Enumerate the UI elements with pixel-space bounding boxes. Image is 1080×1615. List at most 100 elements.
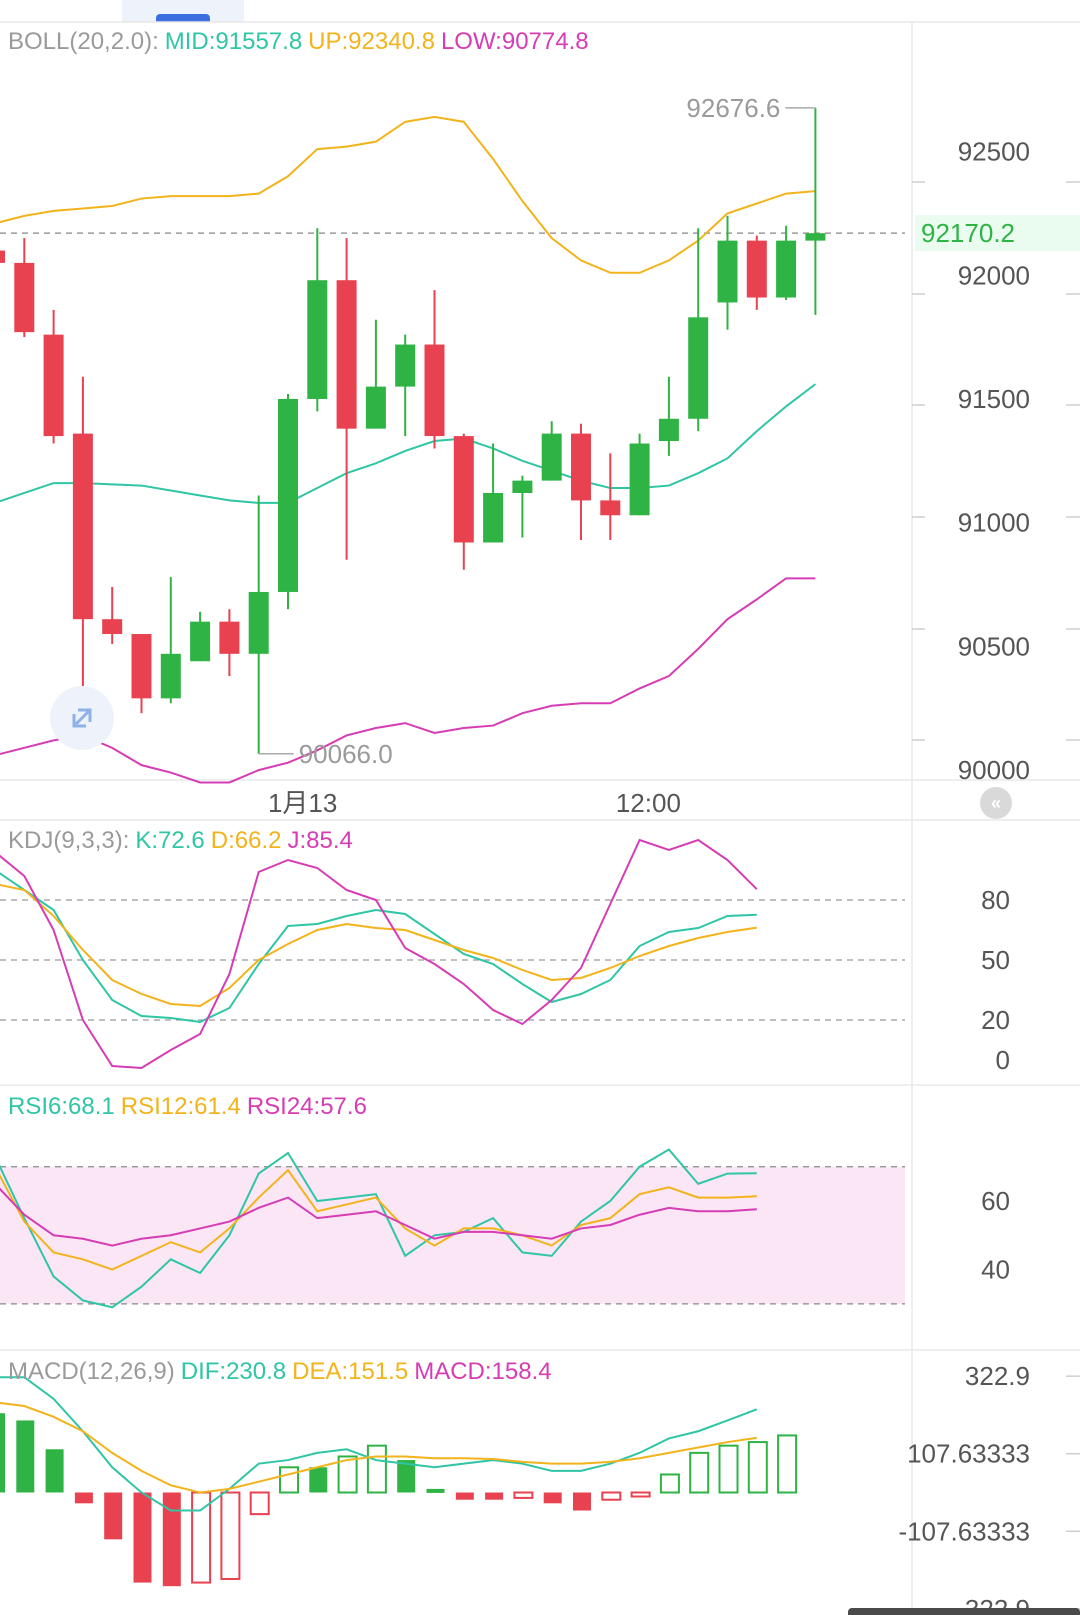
macd-histogram-bar — [485, 1492, 504, 1500]
max-price-label: 92676.6 — [686, 93, 780, 123]
price-axis-tick-label: 91000 — [958, 508, 1030, 538]
macd-line-dif — [0, 1376, 758, 1512]
boll-legend: BOLL(20,2.0): MID:91557.8 UP:92340.8 LOW:90… — [8, 28, 595, 56]
price-axis-tick-label: 90500 — [958, 631, 1030, 661]
candle-body — [307, 280, 328, 399]
candle-body — [629, 443, 650, 516]
macd-histogram-bar — [777, 1434, 798, 1494]
candle-body — [43, 334, 64, 437]
macd-dif-value: DIF:230.8 — [180, 1358, 287, 1385]
collapse-indicators-button[interactable]: « — [980, 787, 1012, 819]
rsi24-value: RSI24:57.6 — [246, 1093, 367, 1120]
macd-axis-tick-label: 322.9 — [965, 1361, 1030, 1391]
kdj-line-j — [0, 838, 758, 1070]
kdj-axis-tick-label: 80 — [981, 885, 1010, 915]
macd-legend: MACD(12,26,9) DIF:230.8 DEA:151.5 MACD:158.… — [8, 1358, 558, 1386]
price-axis-tick-label: 92500 — [958, 137, 1030, 167]
macd-histogram-bar — [573, 1492, 591, 1511]
candle-body — [219, 621, 240, 654]
kdj-line-d — [0, 884, 757, 1008]
macd-label: MACD(12,26,9) — [8, 1358, 175, 1385]
last-price-label: 92170.2 — [921, 218, 1015, 248]
macd-macd-value: MACD:158.4 — [414, 1358, 552, 1385]
candle-body — [571, 433, 591, 501]
macd-histogram-bar — [543, 1492, 562, 1504]
expand-icon — [72, 708, 92, 728]
kdj-axis-tick-label: 50 — [981, 945, 1010, 975]
macd-histogram-bar — [279, 1466, 299, 1494]
boll-mid-value: MID:91557.8 — [164, 28, 303, 55]
rsi-line-rsi12 — [0, 1168, 757, 1271]
macd-histogram-bar — [630, 1491, 651, 1498]
price-axis-tick-label: 91500 — [958, 384, 1030, 414]
rsi-axis-tick-label: 60 — [981, 1186, 1010, 1216]
timeframe-tab[interactable] — [122, 0, 244, 22]
macd-histogram-bar — [249, 1491, 270, 1516]
candle-body — [365, 386, 386, 429]
candle-body — [717, 240, 738, 303]
macd-histogram-bar — [747, 1441, 768, 1494]
macd-histogram-bar — [397, 1460, 416, 1493]
macd-histogram-bar — [16, 1420, 35, 1493]
kdj-d-value: D:66.2 — [210, 827, 282, 854]
candle-body — [424, 344, 445, 437]
boll-up-value: UP:92340.8 — [308, 28, 435, 55]
candle-body — [190, 621, 211, 662]
kdj-j-value: J:85.4 — [287, 827, 353, 854]
candle-body — [14, 262, 35, 333]
macd-histogram-bar — [337, 1455, 358, 1494]
candle-body — [658, 418, 679, 442]
candle-body — [688, 317, 709, 419]
macd-histogram-bar — [74, 1492, 93, 1504]
rsi6-value: RSI6:68.1 — [8, 1093, 115, 1120]
boll-upper-band — [0, 115, 816, 274]
kdj-legend: KDJ(9,3,3): K:72.6 D:66.2 J:85.4 — [8, 827, 359, 855]
macd-line-dea — [0, 1402, 757, 1494]
price-axis-tick-label: 90000 — [958, 755, 1030, 785]
candle-body — [776, 240, 797, 298]
boll-label: BOLL(20,2.0): — [8, 28, 159, 55]
expand-chart-button[interactable] — [50, 686, 114, 750]
rsi-legend: RSI6:68.1 RSI12:61.4 RSI24:57.6 — [8, 1093, 373, 1121]
candle-body — [248, 591, 269, 654]
candle-body — [102, 619, 123, 635]
last-price-tag — [915, 215, 1080, 252]
time-axis-label: 12:00 — [616, 788, 681, 818]
macd-histogram-bar — [659, 1473, 680, 1494]
bottom-sheet-handle[interactable] — [848, 1608, 1080, 1615]
time-axis-label: 1月13 — [268, 788, 337, 818]
candle-body — [746, 240, 767, 298]
candle-body — [805, 233, 826, 241]
macd-axis-tick-label: -107.63333 — [898, 1516, 1030, 1546]
kdj-label: KDJ(9,3,3): — [8, 827, 130, 854]
macd-histogram-bar — [426, 1488, 445, 1493]
min-price-label: 90066.0 — [299, 739, 393, 769]
kdj-axis-tick-label: 20 — [981, 1005, 1010, 1035]
macd-histogram-bar — [309, 1467, 328, 1493]
candle-body — [160, 653, 181, 699]
kdj-k-value: K:72.6 — [135, 827, 205, 854]
candle-body — [483, 492, 504, 543]
boll-lower-band — [0, 577, 816, 784]
boll-middle-band — [0, 383, 817, 504]
rsi-line-rsi6 — [0, 1148, 757, 1309]
rsi-axis-tick-label: 40 — [981, 1255, 1010, 1285]
macd-histogram-bar — [45, 1449, 64, 1493]
timeframe-tab-indicator — [156, 14, 210, 22]
macd-histogram-bar — [718, 1444, 739, 1494]
macd-axis-tick-label: 107.63333 — [907, 1439, 1030, 1469]
candle-body — [453, 436, 474, 543]
candle-body — [600, 500, 621, 516]
macd-dea-value: DEA:151.5 — [292, 1358, 409, 1385]
candle-body — [336, 280, 357, 429]
candle-body — [541, 433, 562, 481]
kdj-axis-tick-label: 0 — [996, 1045, 1010, 1075]
kdj-line-k — [0, 872, 757, 1024]
rsi12-value: RSI12:61.4 — [120, 1093, 241, 1120]
candle-body — [278, 398, 298, 592]
macd-histogram-bar — [220, 1491, 241, 1580]
macd-histogram-bar — [0, 1413, 5, 1493]
candle-body — [512, 480, 533, 493]
macd-histogram-bar — [162, 1492, 181, 1587]
